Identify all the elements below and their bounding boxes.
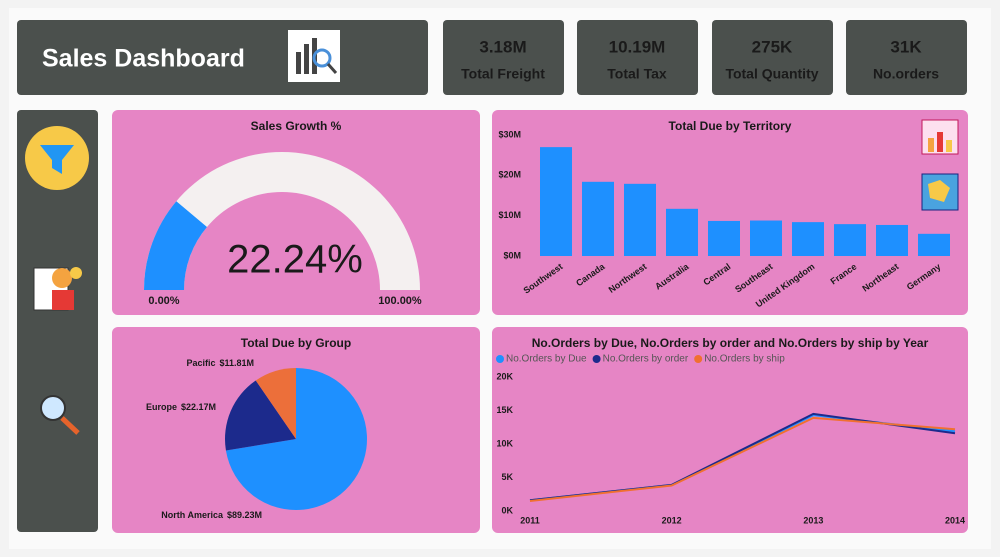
legend-swatch — [694, 355, 703, 363]
legend-swatch — [496, 355, 504, 363]
gauge-tick-label: 100.00% — [378, 295, 422, 307]
pie-value-label: $89.23M — [227, 510, 262, 520]
y-tick-label: $0M — [503, 250, 521, 260]
bar — [708, 220, 740, 256]
y-tick-label: $10M — [498, 210, 521, 220]
chart-title: Total Due by Group — [241, 336, 351, 350]
x-tick-label: 2014 — [945, 515, 965, 525]
pie-value-label: $11.81M — [219, 358, 254, 368]
sales-icon[interactable] — [33, 267, 82, 311]
pie-label: Pacific $11.81M — [186, 358, 254, 368]
pie-category: North America — [161, 510, 224, 520]
x-tick-label: 2011 — [520, 515, 540, 525]
title-icon — [288, 30, 340, 82]
kpi-value: 10.19M — [609, 37, 666, 56]
bar — [540, 147, 572, 256]
pie-slice — [255, 368, 296, 439]
bar-icons — [921, 119, 959, 211]
bar — [624, 183, 656, 256]
gauge-track — [144, 152, 420, 290]
gauge-value: 22.24% — [227, 238, 363, 282]
pie-slice — [225, 368, 367, 510]
kpi-card — [846, 20, 967, 95]
y-tick-label: $20M — [498, 170, 521, 180]
pie-label: North America $89.23M — [161, 510, 262, 520]
kpi-value: 31K — [890, 37, 922, 56]
series-line — [529, 416, 956, 502]
chart-title: Sales Growth % — [251, 119, 342, 133]
legend-label: No.Orders by order — [603, 354, 689, 365]
y-tick-label: 15K — [496, 405, 513, 415]
bar — [666, 208, 698, 256]
y-tick-label: 5K — [501, 472, 513, 482]
pie-label: Europe $22.17M — [146, 402, 216, 412]
kpi-label: Total Quantity — [725, 66, 818, 82]
gauge-tick-label: 0.00% — [148, 295, 179, 307]
bar — [792, 222, 824, 256]
bar-panel — [492, 110, 968, 315]
x-tick-label: 2013 — [803, 515, 823, 525]
kpi-value: 275K — [752, 37, 793, 56]
legend-label: No.Orders by ship — [704, 354, 785, 365]
sidebar — [17, 110, 98, 532]
legend-swatch — [592, 355, 601, 363]
kpi-label: Total Freight — [461, 66, 545, 82]
filter-button[interactable] — [25, 126, 89, 190]
y-tick-label: 0K — [501, 505, 513, 515]
kpi-card — [577, 20, 698, 95]
bar — [918, 233, 950, 256]
kpi-card — [443, 20, 564, 95]
chart-title: Total Due by Territory — [669, 119, 792, 133]
pie-category: Pacific — [186, 358, 215, 368]
bar — [834, 224, 866, 256]
search-icon[interactable] — [40, 395, 80, 435]
kpi-label: Total Tax — [607, 66, 667, 82]
legend-label: No.Orders by Due — [506, 354, 587, 365]
x-tick-label: 2012 — [662, 515, 682, 525]
y-tick-label: 10K — [496, 438, 513, 448]
gauge-fill — [144, 201, 207, 290]
y-tick-label: $30M — [498, 129, 521, 139]
dashboard-title: Sales Dashboard — [42, 45, 245, 73]
kpi-value: 3.18M — [479, 37, 526, 56]
bar — [876, 224, 908, 256]
bar — [582, 181, 614, 256]
pie-value-label: $22.17M — [181, 402, 216, 412]
line-panel — [492, 327, 968, 533]
pie-category: Europe — [146, 402, 177, 412]
pie-slice — [224, 380, 296, 451]
y-tick-label: 20K — [496, 371, 513, 381]
kpi-card — [712, 20, 833, 95]
chart-title: No.Orders by Due, No.Orders by order and… — [532, 336, 929, 350]
kpi-label: No.orders — [873, 66, 939, 82]
bar — [750, 220, 782, 256]
